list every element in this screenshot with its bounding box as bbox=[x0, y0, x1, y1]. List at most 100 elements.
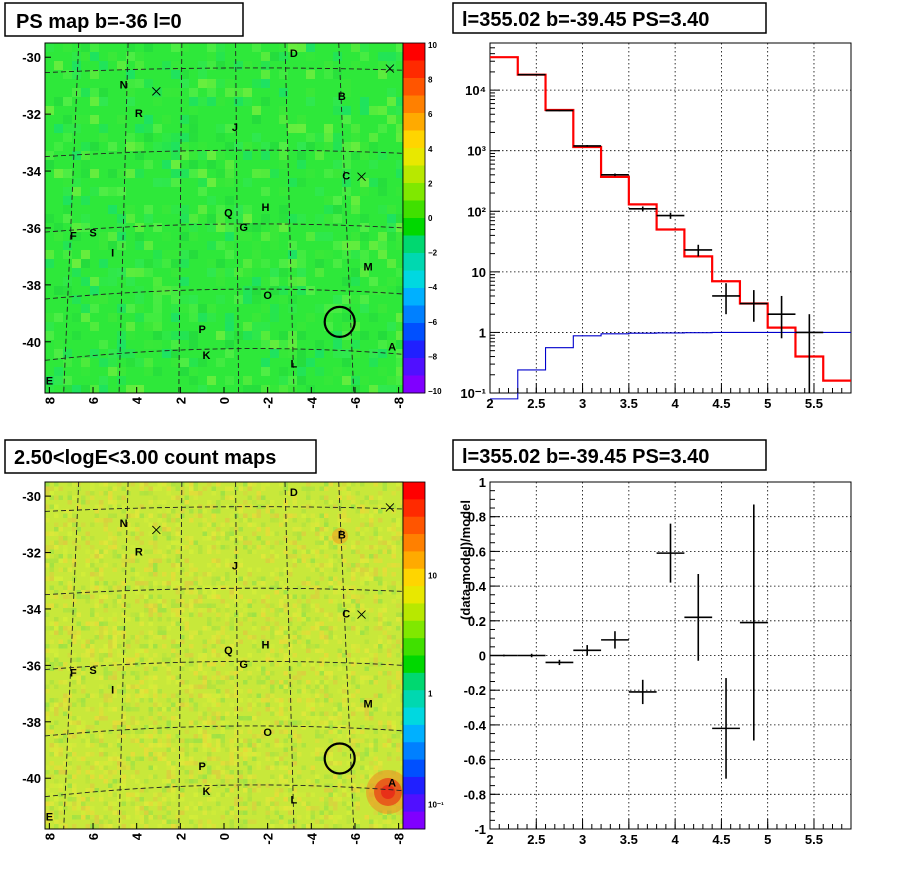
map-pixel bbox=[171, 716, 176, 721]
map-pixel bbox=[225, 779, 230, 784]
map-pixel bbox=[90, 522, 95, 527]
map-pixel bbox=[148, 743, 153, 748]
map-pixel bbox=[328, 581, 333, 586]
x-tick-label: 8 bbox=[42, 397, 57, 404]
map-pixel bbox=[202, 657, 207, 662]
map-pixel bbox=[274, 513, 279, 518]
map-pixel bbox=[108, 277, 117, 286]
map-pixel bbox=[99, 504, 104, 509]
map-pixel bbox=[162, 797, 167, 802]
map-pixel bbox=[265, 720, 270, 725]
map-pixel bbox=[319, 666, 324, 671]
map-pixel bbox=[112, 792, 117, 797]
map-pixel bbox=[180, 115, 189, 124]
map-pixel bbox=[270, 52, 279, 61]
map-pixel bbox=[112, 585, 117, 590]
map-pixel bbox=[135, 572, 140, 577]
map-pixel bbox=[108, 729, 113, 734]
map-pixel bbox=[297, 815, 302, 820]
map-pixel bbox=[175, 581, 180, 586]
map-pixel bbox=[283, 594, 288, 599]
map-pixel bbox=[193, 707, 198, 712]
map-pixel bbox=[49, 810, 54, 815]
map-pixel bbox=[76, 675, 81, 680]
map-pixel bbox=[108, 491, 113, 496]
map-pixel bbox=[144, 358, 153, 367]
map-pixel bbox=[310, 549, 315, 554]
map-pixel bbox=[94, 581, 99, 586]
map-pixel bbox=[292, 635, 297, 640]
map-pixel bbox=[108, 585, 113, 590]
map-pixel bbox=[103, 482, 108, 487]
map-pixel bbox=[283, 738, 288, 743]
map-pixel bbox=[387, 684, 392, 689]
map-pixel bbox=[153, 178, 162, 187]
y-tick-label: -38 bbox=[22, 715, 41, 730]
map-pixel bbox=[58, 783, 63, 788]
map-pixel bbox=[319, 630, 324, 635]
map-pixel bbox=[117, 169, 126, 178]
map-pixel bbox=[225, 124, 234, 133]
map-pixel bbox=[315, 527, 320, 532]
map-pixel bbox=[310, 567, 315, 572]
map-pixel bbox=[148, 621, 153, 626]
map-pixel bbox=[216, 734, 221, 739]
map-pixel bbox=[265, 621, 270, 626]
map-pixel bbox=[252, 779, 257, 784]
map-pixel bbox=[76, 612, 81, 617]
map-pixel bbox=[333, 774, 338, 779]
map-pixel bbox=[117, 644, 122, 649]
map-pixel bbox=[301, 581, 306, 586]
map-pixel bbox=[310, 720, 315, 725]
map-pixel bbox=[144, 810, 149, 815]
map-pixel bbox=[202, 756, 207, 761]
map-pixel bbox=[153, 738, 158, 743]
map-pixel bbox=[148, 630, 153, 635]
map-pixel bbox=[99, 554, 104, 559]
map-pixel bbox=[247, 486, 252, 491]
map-pixel bbox=[373, 743, 378, 748]
map-pixel bbox=[364, 707, 369, 712]
map-pixel bbox=[256, 576, 261, 581]
map-pixel bbox=[328, 738, 333, 743]
map-pixel bbox=[279, 711, 284, 716]
map-pixel bbox=[211, 567, 216, 572]
map-pixel bbox=[63, 250, 72, 259]
map-pixel bbox=[261, 259, 270, 268]
map-pixel bbox=[373, 545, 378, 550]
map-pixel bbox=[225, 313, 234, 322]
colorbar-segment bbox=[403, 235, 425, 254]
map-pixel bbox=[211, 513, 216, 518]
map-pixel bbox=[148, 612, 153, 617]
map-pixel bbox=[396, 563, 401, 568]
map-pixel bbox=[337, 549, 342, 554]
map-pixel bbox=[189, 214, 198, 223]
map-pixel bbox=[180, 684, 185, 689]
map-pixel bbox=[148, 486, 153, 491]
colorbar-segment bbox=[403, 586, 425, 604]
map-pixel bbox=[301, 617, 306, 622]
map-pixel bbox=[81, 801, 86, 806]
map-pixel bbox=[252, 810, 257, 815]
map-pixel bbox=[274, 720, 279, 725]
map-pixel bbox=[135, 522, 140, 527]
y-tick-label: 10² bbox=[467, 204, 486, 219]
map-pixel bbox=[198, 684, 203, 689]
map-pixel bbox=[121, 783, 126, 788]
map-pixel bbox=[261, 599, 266, 604]
map-pixel bbox=[306, 657, 311, 662]
map-pixel bbox=[202, 608, 207, 613]
title-ps-map: PS map b=-36 l=0 bbox=[16, 11, 182, 33]
map-pixel bbox=[369, 286, 378, 295]
map-pixel bbox=[270, 797, 275, 802]
map-pixel bbox=[45, 765, 50, 770]
map-pixel bbox=[391, 599, 396, 604]
map-pixel bbox=[171, 70, 180, 79]
map-pixel bbox=[144, 648, 149, 653]
map-pixel bbox=[171, 482, 176, 487]
map-pixel bbox=[148, 725, 153, 730]
map-pixel bbox=[252, 752, 257, 757]
map-pixel bbox=[99, 621, 104, 626]
map-pixel bbox=[324, 169, 333, 178]
map-pixel bbox=[63, 286, 72, 295]
